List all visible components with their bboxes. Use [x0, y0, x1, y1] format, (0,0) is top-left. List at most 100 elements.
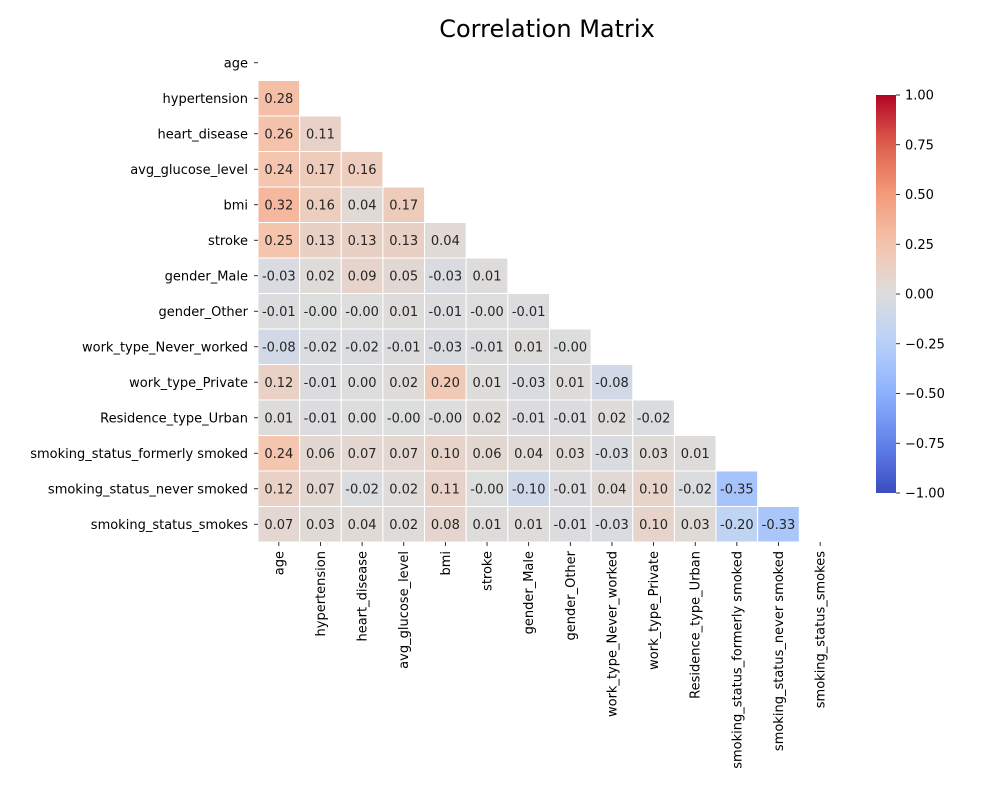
cell-value-label: -0.00 — [304, 305, 338, 320]
cell-value-label: 0.08 — [431, 518, 460, 533]
x-tick-label: work_type_Private — [647, 551, 662, 670]
cell-value-label: 0.01 — [473, 376, 502, 391]
cell-value-label: 0.03 — [556, 447, 585, 462]
y-tick-label: smoking_status_never smoked — [48, 482, 248, 497]
cell-value-label: -0.01 — [387, 340, 421, 355]
cell-value-label: -0.02 — [345, 482, 379, 497]
heatmap-cells: 0.28 0.26 0.11 0.24 0.17 0.16 0.32 0.16 0.04 0.17… — [257, 80, 800, 543]
heatmap-cell — [257, 328, 301, 365]
cell-value-label: 0.11 — [306, 127, 335, 142]
cell-value-label: 0.03 — [306, 518, 335, 533]
cell-value-label: 0.06 — [473, 447, 502, 462]
cell-value-label: 0.01 — [473, 518, 502, 533]
cell-value-label: -0.01 — [553, 518, 587, 533]
cell-value-label: 0.05 — [389, 269, 418, 284]
x-tick-label: gender_Male — [522, 551, 537, 634]
heatmap-cell — [465, 257, 509, 294]
x-tick-label: age — [272, 551, 287, 575]
heatmap-cell — [465, 399, 509, 436]
cell-value-label: 0.04 — [431, 234, 460, 249]
colorbar-tick-label: −0.50 — [905, 387, 945, 402]
cell-value-label: 0.13 — [389, 234, 418, 249]
cell-value-label: -0.10 — [512, 482, 546, 497]
heatmap-cell — [673, 506, 717, 543]
cell-value-label: 0.02 — [389, 518, 418, 533]
cell-value-label: -0.01 — [304, 376, 338, 391]
cell-value-label: 0.01 — [264, 411, 293, 426]
cell-value-label: 0.13 — [348, 234, 377, 249]
x-tick-label: work_type_Never_worked — [605, 551, 620, 717]
cell-value-label: 0.06 — [306, 447, 335, 462]
heatmap-cell — [257, 364, 301, 401]
heatmap-cell — [590, 506, 634, 543]
cell-value-label: -0.08 — [262, 340, 296, 355]
cell-value-label: 0.07 — [264, 518, 293, 533]
heatmap-cell — [340, 328, 384, 365]
heatmap-cell — [507, 293, 550, 330]
cell-value-label: 0.03 — [639, 447, 668, 462]
cell-value-label: 0.01 — [473, 269, 502, 284]
cell-value-label: 0.17 — [306, 163, 335, 178]
colorbar-tick-label: 0.00 — [905, 288, 934, 303]
cell-value-label: -0.01 — [553, 482, 587, 497]
cell-value-label: 0.01 — [556, 376, 585, 391]
cell-value-label: 0.04 — [348, 518, 377, 533]
colorbar-tick-label: −1.00 — [905, 487, 945, 502]
cell-value-label: 0.11 — [431, 482, 460, 497]
heatmap-cell — [424, 257, 467, 294]
cell-value-label: -0.33 — [762, 518, 796, 533]
cell-value-label: -0.00 — [387, 411, 421, 426]
y-tick-label: gender_Male — [165, 269, 248, 284]
x-tick-label: smoking_status_formerly smoked — [730, 551, 745, 769]
y-tick-label: stroke — [208, 234, 248, 249]
cell-value-label: 0.02 — [473, 411, 502, 426]
heatmap-cell — [590, 470, 634, 507]
cell-value-label: 0.04 — [597, 482, 626, 497]
heatmap-cell — [673, 470, 717, 507]
cell-value-label: -0.00 — [470, 305, 504, 320]
cell-value-label: 0.00 — [348, 411, 377, 426]
colorbar-tick-label: 0.50 — [905, 188, 934, 203]
cell-value-label: 0.02 — [389, 482, 418, 497]
cell-value-label: 0.17 — [389, 198, 418, 213]
cell-value-label: -0.01 — [304, 411, 338, 426]
heatmap-cell — [424, 506, 467, 543]
cell-value-label: 0.09 — [348, 269, 377, 284]
y-tick-label: smoking_status_formerly smoked — [30, 447, 248, 462]
y-tick-label: gender_Other — [159, 305, 249, 320]
cell-value-label: -0.03 — [429, 269, 463, 284]
heatmap-cell — [507, 470, 550, 507]
colorbar-tick-label: 0.75 — [905, 138, 934, 153]
y-axis-labels: age hypertension heart_disease avg_glucose_… — [30, 56, 258, 533]
cell-value-label: 0.13 — [306, 234, 335, 249]
heatmap-cell — [340, 470, 384, 507]
x-tick-label: avg_glucose_level — [397, 551, 412, 669]
cell-value-label: 0.24 — [264, 447, 293, 462]
cell-value-label: 0.16 — [306, 198, 335, 213]
cell-value-label: 0.00 — [348, 376, 377, 391]
colorbar-gradient — [876, 95, 896, 493]
cell-value-label: -0.01 — [512, 305, 546, 320]
cell-value-label: 0.04 — [348, 198, 377, 213]
cell-value-label: 0.01 — [514, 518, 543, 533]
heatmap-cell — [548, 470, 592, 507]
colorbar-tick-label: 1.00 — [905, 89, 934, 104]
cell-value-label: -0.01 — [262, 305, 296, 320]
cell-value-label: -0.03 — [512, 376, 546, 391]
cell-value-label: -0.08 — [595, 376, 629, 391]
cell-value-label: 0.07 — [348, 447, 377, 462]
cell-value-label: -0.02 — [345, 340, 379, 355]
cell-value-label: -0.01 — [429, 305, 463, 320]
cell-value-label: 0.02 — [597, 411, 626, 426]
cell-value-label: -0.20 — [720, 518, 754, 533]
heatmap-cell — [340, 257, 384, 294]
heatmap-cell — [299, 399, 342, 436]
heatmap-cell — [590, 435, 634, 472]
heatmap-cell — [257, 399, 301, 436]
heatmap-cell — [715, 470, 759, 507]
heatmap-cell — [548, 399, 592, 436]
cell-value-label: -0.02 — [304, 340, 338, 355]
heatmap-cell — [382, 399, 426, 436]
heatmap-cell — [465, 506, 509, 543]
